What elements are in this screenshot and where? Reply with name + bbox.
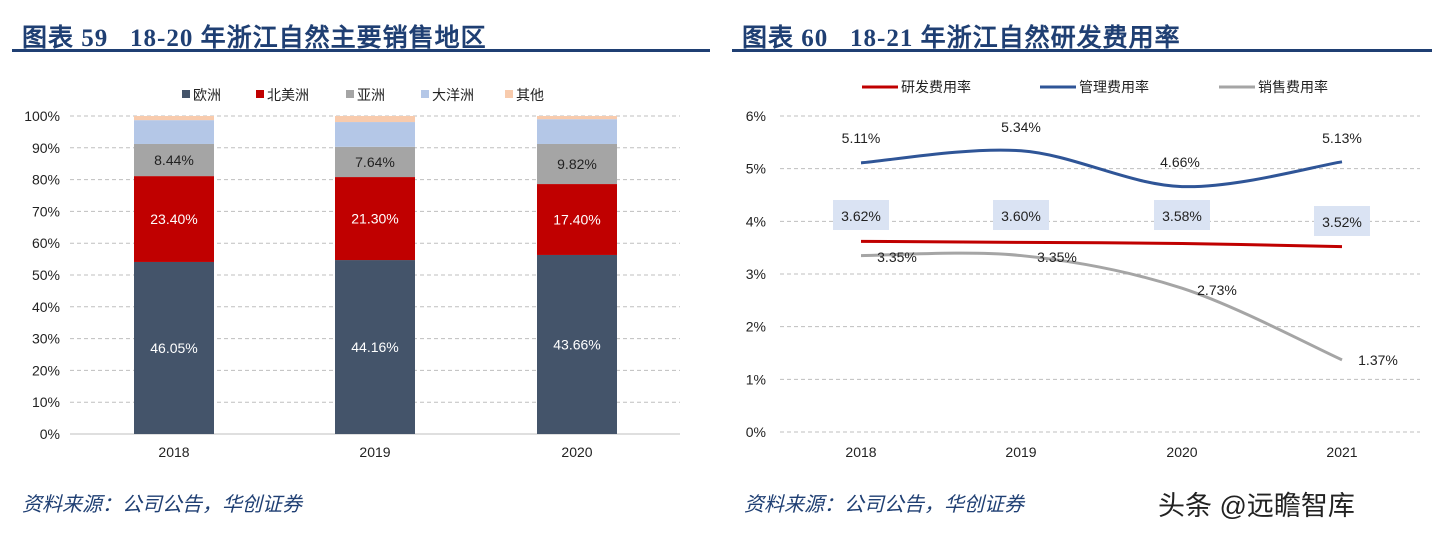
line-chart: 0% 1% 2% 3% 4% 5% 6% 2018 2019 2020 2021 3.62% 3.60%… xyxy=(746,79,1420,460)
right-source-note: 资料来源：公司公告，华创证券 xyxy=(744,494,1024,516)
right-chart-title: 图表 60 18-21 年浙江自然研发费用率 xyxy=(742,25,1181,52)
stacked-bar-chart: 0% 10% 20% 30% 40% 50% 60% 70% 80% 90% 100% 46.05% 2… xyxy=(24,87,680,460)
series-line xyxy=(860,239,1343,249)
x-tick-label: 2019 xyxy=(1005,444,1036,460)
bar-segment xyxy=(335,177,415,261)
y-tick-label: 3% xyxy=(746,266,766,282)
x-tick-label: 2018 xyxy=(845,444,876,460)
right-title-rule xyxy=(732,49,1432,52)
series-line xyxy=(860,148,1343,189)
bar-segment xyxy=(335,122,415,147)
legend-label: 亚洲 xyxy=(357,87,385,103)
y-tick-label: 1% xyxy=(746,371,766,387)
data-label: 5.13% xyxy=(1322,130,1362,146)
legend-swatch xyxy=(182,90,190,98)
data-label: 1.37% xyxy=(1358,352,1398,368)
data-label: 23.40% xyxy=(150,211,197,227)
x-tick-label: 2018 xyxy=(158,444,189,460)
data-label-box xyxy=(1154,200,1210,230)
y-tick-label: 20% xyxy=(32,362,60,378)
legend-label: 大洋洲 xyxy=(432,87,474,103)
data-label: 3.35% xyxy=(877,249,917,265)
y-tick-label: 80% xyxy=(32,172,60,188)
bar-segment xyxy=(537,184,617,255)
bar-segment xyxy=(134,120,214,144)
data-label: 4.66% xyxy=(1160,154,1200,170)
legend-label: 欧洲 xyxy=(193,87,221,103)
data-label: 3.58% xyxy=(1162,208,1202,224)
y-tick-label: 5% xyxy=(746,161,766,177)
data-label-box xyxy=(1314,206,1370,236)
legend-label: 其他 xyxy=(516,87,544,103)
y-tick-label: 100% xyxy=(24,108,60,124)
left-title-rule xyxy=(12,49,710,52)
x-tick-label: 2021 xyxy=(1326,444,1357,460)
legend-swatch xyxy=(505,90,513,98)
bar-segment xyxy=(134,261,214,434)
legend-swatch xyxy=(421,90,429,98)
data-label: 17.40% xyxy=(553,212,600,228)
bar-segment xyxy=(134,116,214,121)
x-tick-label: 2020 xyxy=(1166,444,1197,460)
data-label: 3.62% xyxy=(841,208,881,224)
bar-segment xyxy=(537,254,617,434)
data-label: 3.52% xyxy=(1322,214,1362,230)
y-tick-label: 2% xyxy=(746,319,766,335)
data-label: 9.82% xyxy=(557,156,597,172)
legend-label: 研发费用率 xyxy=(901,79,971,95)
data-label: 44.16% xyxy=(351,339,398,355)
bar-segment xyxy=(537,116,617,120)
series-line xyxy=(860,251,1343,362)
data-label-box xyxy=(993,200,1049,230)
data-label: 5.11% xyxy=(842,130,881,146)
watermark: 头条 @远瞻智库 xyxy=(1158,491,1355,521)
left-chart-title: 图表 59 18-20 年浙江自然主要销售地区 xyxy=(22,25,487,52)
bar-segment xyxy=(335,146,415,178)
y-tick-label: 6% xyxy=(746,108,766,124)
legend-swatch xyxy=(346,90,354,98)
data-label: 21.30% xyxy=(351,211,398,227)
bar-segment xyxy=(335,260,415,434)
x-tick-label: 2020 xyxy=(561,444,592,460)
y-tick-label: 70% xyxy=(32,203,60,219)
y-tick-label: 60% xyxy=(32,235,60,251)
y-tick-label: 0% xyxy=(746,424,766,440)
data-label: 8.44% xyxy=(154,152,194,168)
data-label-box xyxy=(833,200,889,230)
left-source-note: 资料来源：公司公告，华创证券 xyxy=(22,494,302,516)
y-tick-label: 30% xyxy=(32,331,60,347)
bar-segment xyxy=(335,116,415,123)
y-tick-label: 90% xyxy=(32,140,60,156)
bar-segment xyxy=(537,119,617,144)
data-label: 3.60% xyxy=(1001,208,1041,224)
data-label: 7.64% xyxy=(355,154,395,170)
legend-label: 管理费用率 xyxy=(1079,79,1149,95)
data-label: 43.66% xyxy=(553,336,600,352)
data-label: 5.34% xyxy=(1001,119,1041,135)
y-tick-label: 40% xyxy=(32,299,60,315)
legend-label: 销售费用率 xyxy=(1258,79,1328,95)
data-label: 46.05% xyxy=(150,340,197,356)
bar-segment xyxy=(537,143,617,185)
y-tick-label: 4% xyxy=(746,213,766,229)
x-tick-label: 2019 xyxy=(359,444,390,460)
y-tick-label: 0% xyxy=(40,426,60,442)
legend-swatch xyxy=(256,90,264,98)
bar-segment xyxy=(134,176,214,262)
y-tick-label: 10% xyxy=(32,394,60,410)
legend-label: 北美洲 xyxy=(267,87,309,103)
y-tick-label: 50% xyxy=(32,267,60,283)
data-label: 3.35% xyxy=(1037,249,1077,265)
data-label: 2.73% xyxy=(1197,282,1237,298)
bar-segment xyxy=(134,143,214,177)
